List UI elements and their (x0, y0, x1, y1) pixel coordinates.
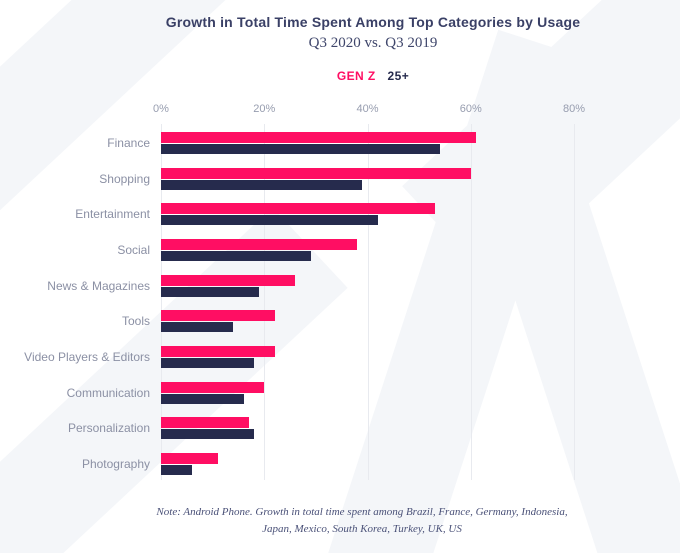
bar-25plus (161, 429, 254, 440)
plot-region: 0% 20% 40% 60% 80% Finance Shopping Entertainm… (0, 103, 680, 482)
bar-25plus (161, 215, 378, 226)
bar-25plus (161, 250, 311, 261)
category-label: Tools (121, 314, 150, 329)
category-label: Video Players & Editors (24, 349, 150, 364)
gridline (161, 124, 162, 480)
bar-group (161, 345, 574, 368)
category-row: Video Players & Editors (0, 339, 680, 375)
category-row: News & Magazines (0, 268, 680, 304)
bar-genz (161, 274, 296, 286)
gridline (367, 124, 369, 480)
category-label: Personalization (67, 421, 150, 436)
gridline (574, 124, 575, 480)
category-label: Social (117, 242, 150, 257)
category-label: Shopping (99, 171, 150, 186)
bar-genz (161, 310, 275, 322)
bar-group (161, 417, 574, 440)
gridline (470, 124, 472, 480)
x-tick-label: 40% (356, 103, 379, 115)
category-row: Photography (0, 446, 680, 482)
category-label: News & Magazines (47, 278, 150, 293)
source-note-line: Note: Android Phone. Growth in total tim… (156, 505, 568, 518)
bar-genz (161, 238, 358, 250)
category-row: Tools (0, 303, 680, 339)
x-tick-label: 0% (153, 103, 169, 115)
bar-group (161, 381, 574, 404)
category-label: Communication (66, 385, 150, 400)
bar-genz (161, 167, 471, 179)
bar-genz (161, 417, 249, 429)
bar-group (161, 310, 574, 333)
x-tick-label: 20% (253, 103, 276, 115)
gridline (264, 124, 266, 480)
chart-title: Growth in Total Time Spent Among Top Cat… (165, 14, 581, 30)
bar-25plus (161, 286, 260, 297)
bar-genz (161, 381, 265, 393)
bar-group (161, 203, 574, 226)
bar-genz (161, 345, 275, 357)
chart-rows: Finance Shopping Entertainment Social News &… (0, 125, 680, 482)
legend-item-25plus: 25+ (387, 69, 410, 83)
chart-subtitle: Q3 2020 vs. Q3 2019 (308, 35, 438, 51)
chart-content: Growth in Total Time Spent Among Top Cat… (0, 14, 680, 538)
category-row: Communication (0, 375, 680, 411)
bar-group (161, 453, 574, 476)
x-tick-label: 60% (459, 103, 482, 115)
legend-item-genz: GEN Z (336, 69, 376, 83)
bar-group (161, 167, 574, 190)
source-note: Note: Android Phone. Growth in total tim… (0, 504, 680, 538)
bar-25plus (161, 322, 234, 333)
bar-25plus (161, 393, 244, 404)
source-note-line: Japan, Mexico, South Korea, Turkey, UK, … (262, 522, 462, 535)
gridlines (161, 124, 575, 480)
bar-25plus (161, 143, 440, 154)
category-label: Entertainment (75, 207, 150, 222)
bar-25plus (161, 179, 363, 190)
category-label: Finance (107, 135, 150, 150)
legend: GEN Z 25+ (0, 69, 680, 83)
bar-group (161, 131, 574, 154)
bar-genz (161, 131, 476, 143)
bar-genz (161, 453, 218, 465)
category-row: Entertainment (0, 196, 680, 232)
bar-25plus (161, 357, 254, 368)
category-row: Personalization (0, 411, 680, 447)
category-row: Shopping (0, 161, 680, 197)
x-axis: 0% 20% 40% 60% 80% (153, 103, 585, 125)
bar-group (161, 238, 574, 261)
bar-25plus (161, 465, 192, 476)
category-label: Photography (81, 457, 150, 472)
bar-group (161, 274, 574, 297)
x-tick-label: 80% (562, 103, 586, 115)
bar-genz (161, 203, 435, 215)
category-row: Social (0, 232, 680, 268)
category-row: Finance (0, 125, 680, 161)
